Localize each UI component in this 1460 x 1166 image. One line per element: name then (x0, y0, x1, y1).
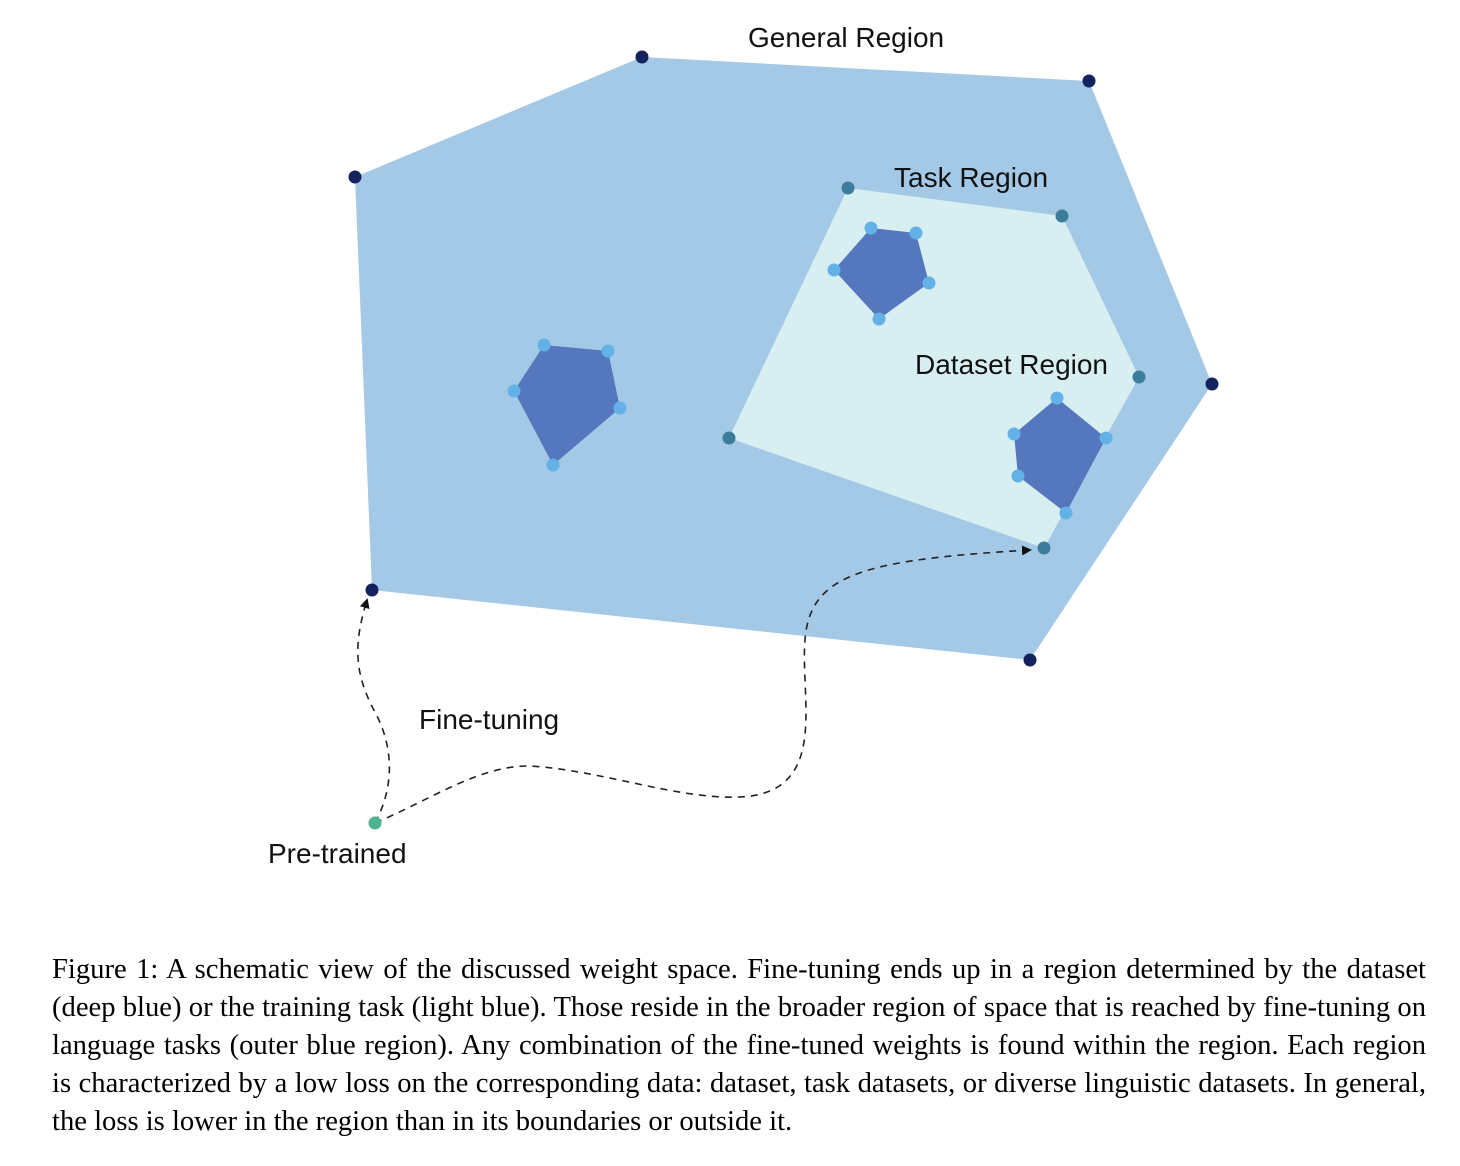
dataset-region-label: Dataset Region (915, 349, 1108, 380)
task-vertex (1037, 541, 1051, 555)
dataset-region-vertices (507, 221, 1113, 520)
fine-tuning-label: Fine-tuning (419, 704, 559, 735)
general-vertex (1023, 653, 1037, 667)
dataset-vertex (546, 458, 560, 472)
dataset-vertex (1011, 469, 1025, 483)
task-vertex (722, 431, 736, 445)
task-vertex (1055, 209, 1069, 223)
task-vertex (841, 181, 855, 195)
pre-trained-label: Pre-trained (268, 838, 407, 869)
task-region-label: Task Region (894, 162, 1048, 193)
dataset-region-task-top (834, 228, 929, 319)
dataset-vertex (507, 384, 521, 398)
dataset-vertex (872, 312, 886, 326)
dataset-region-left (514, 345, 620, 465)
dataset-vertex (1007, 427, 1021, 441)
fine-tuning-path-to-general (357, 598, 391, 824)
general-region-vertices (348, 50, 1219, 667)
dataset-vertex (1099, 431, 1113, 445)
fine-tuning-path-to-task (374, 545, 1032, 824)
task-vertex (1132, 370, 1146, 384)
dataset-vertex (909, 226, 923, 240)
dataset-vertex (613, 401, 627, 415)
general-vertex (348, 170, 362, 184)
dataset-vertex (1050, 391, 1064, 405)
weight-space-diagram: General Region Task Region Dataset Regio… (268, 22, 1219, 869)
task-region-vertices (722, 181, 1146, 555)
figure-caption: Figure 1: A schematic view of the discus… (52, 953, 1426, 1138)
pretrained-point (368, 816, 382, 830)
dataset-region-task-bottom (1014, 398, 1106, 513)
dataset-vertex (864, 221, 878, 235)
dataset-vertex (827, 263, 841, 277)
dataset-vertex (1059, 506, 1073, 520)
dataset-vertex (537, 338, 551, 352)
general-vertex (1205, 377, 1219, 391)
general-vertex (635, 50, 649, 64)
dataset-vertex (601, 344, 615, 358)
dataset-vertex (922, 276, 936, 290)
general-vertex (1082, 74, 1096, 88)
general-region-label: General Region (748, 22, 944, 53)
general-vertex (365, 583, 379, 597)
